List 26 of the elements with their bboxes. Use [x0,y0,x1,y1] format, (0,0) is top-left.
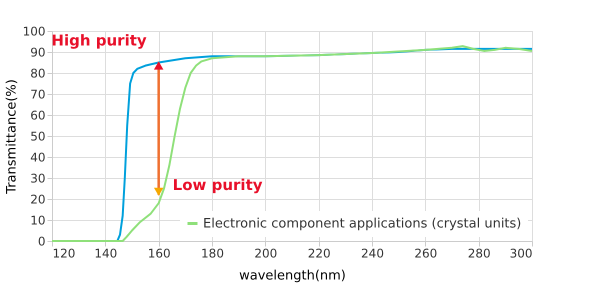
x-axis-title: wavelength(nm) [239,268,346,284]
y-tick-label: 10 [30,214,46,228]
y-tick-label: 30 [30,172,46,186]
y-tick-label: 40 [30,150,46,164]
x-tick-label: 280 [468,246,491,260]
legend-label: Electronic component applications (crystal units) [203,216,522,232]
annotation: Low purity [172,176,263,194]
y-tick-label: 80 [30,66,46,80]
y-axis-title: Transmittance(%) [4,79,20,195]
y-tick-label: 90 [30,46,46,60]
y-tick-label: 60 [30,108,46,122]
y-tick-label: 100 [22,24,46,38]
y-tick-label: 0 [38,234,46,248]
y-tick-label: 50 [30,130,46,144]
x-tick-label: 140 [94,246,118,260]
x-tick-label: 300 [510,246,532,260]
x-tick-label: 180 [201,246,224,260]
y-tick-label: 70 [30,88,46,102]
x-tick-label: 220 [308,246,331,260]
x-tick-label: 200 [254,246,278,260]
y-tick-label: 20 [30,192,46,206]
annotation: High purity [51,32,147,50]
x-tick-label: 160 [148,246,171,260]
x-tick-label: 260 [414,246,438,260]
x-tick-label: 240 [361,246,384,260]
x-tick-label: 120 [52,246,76,260]
